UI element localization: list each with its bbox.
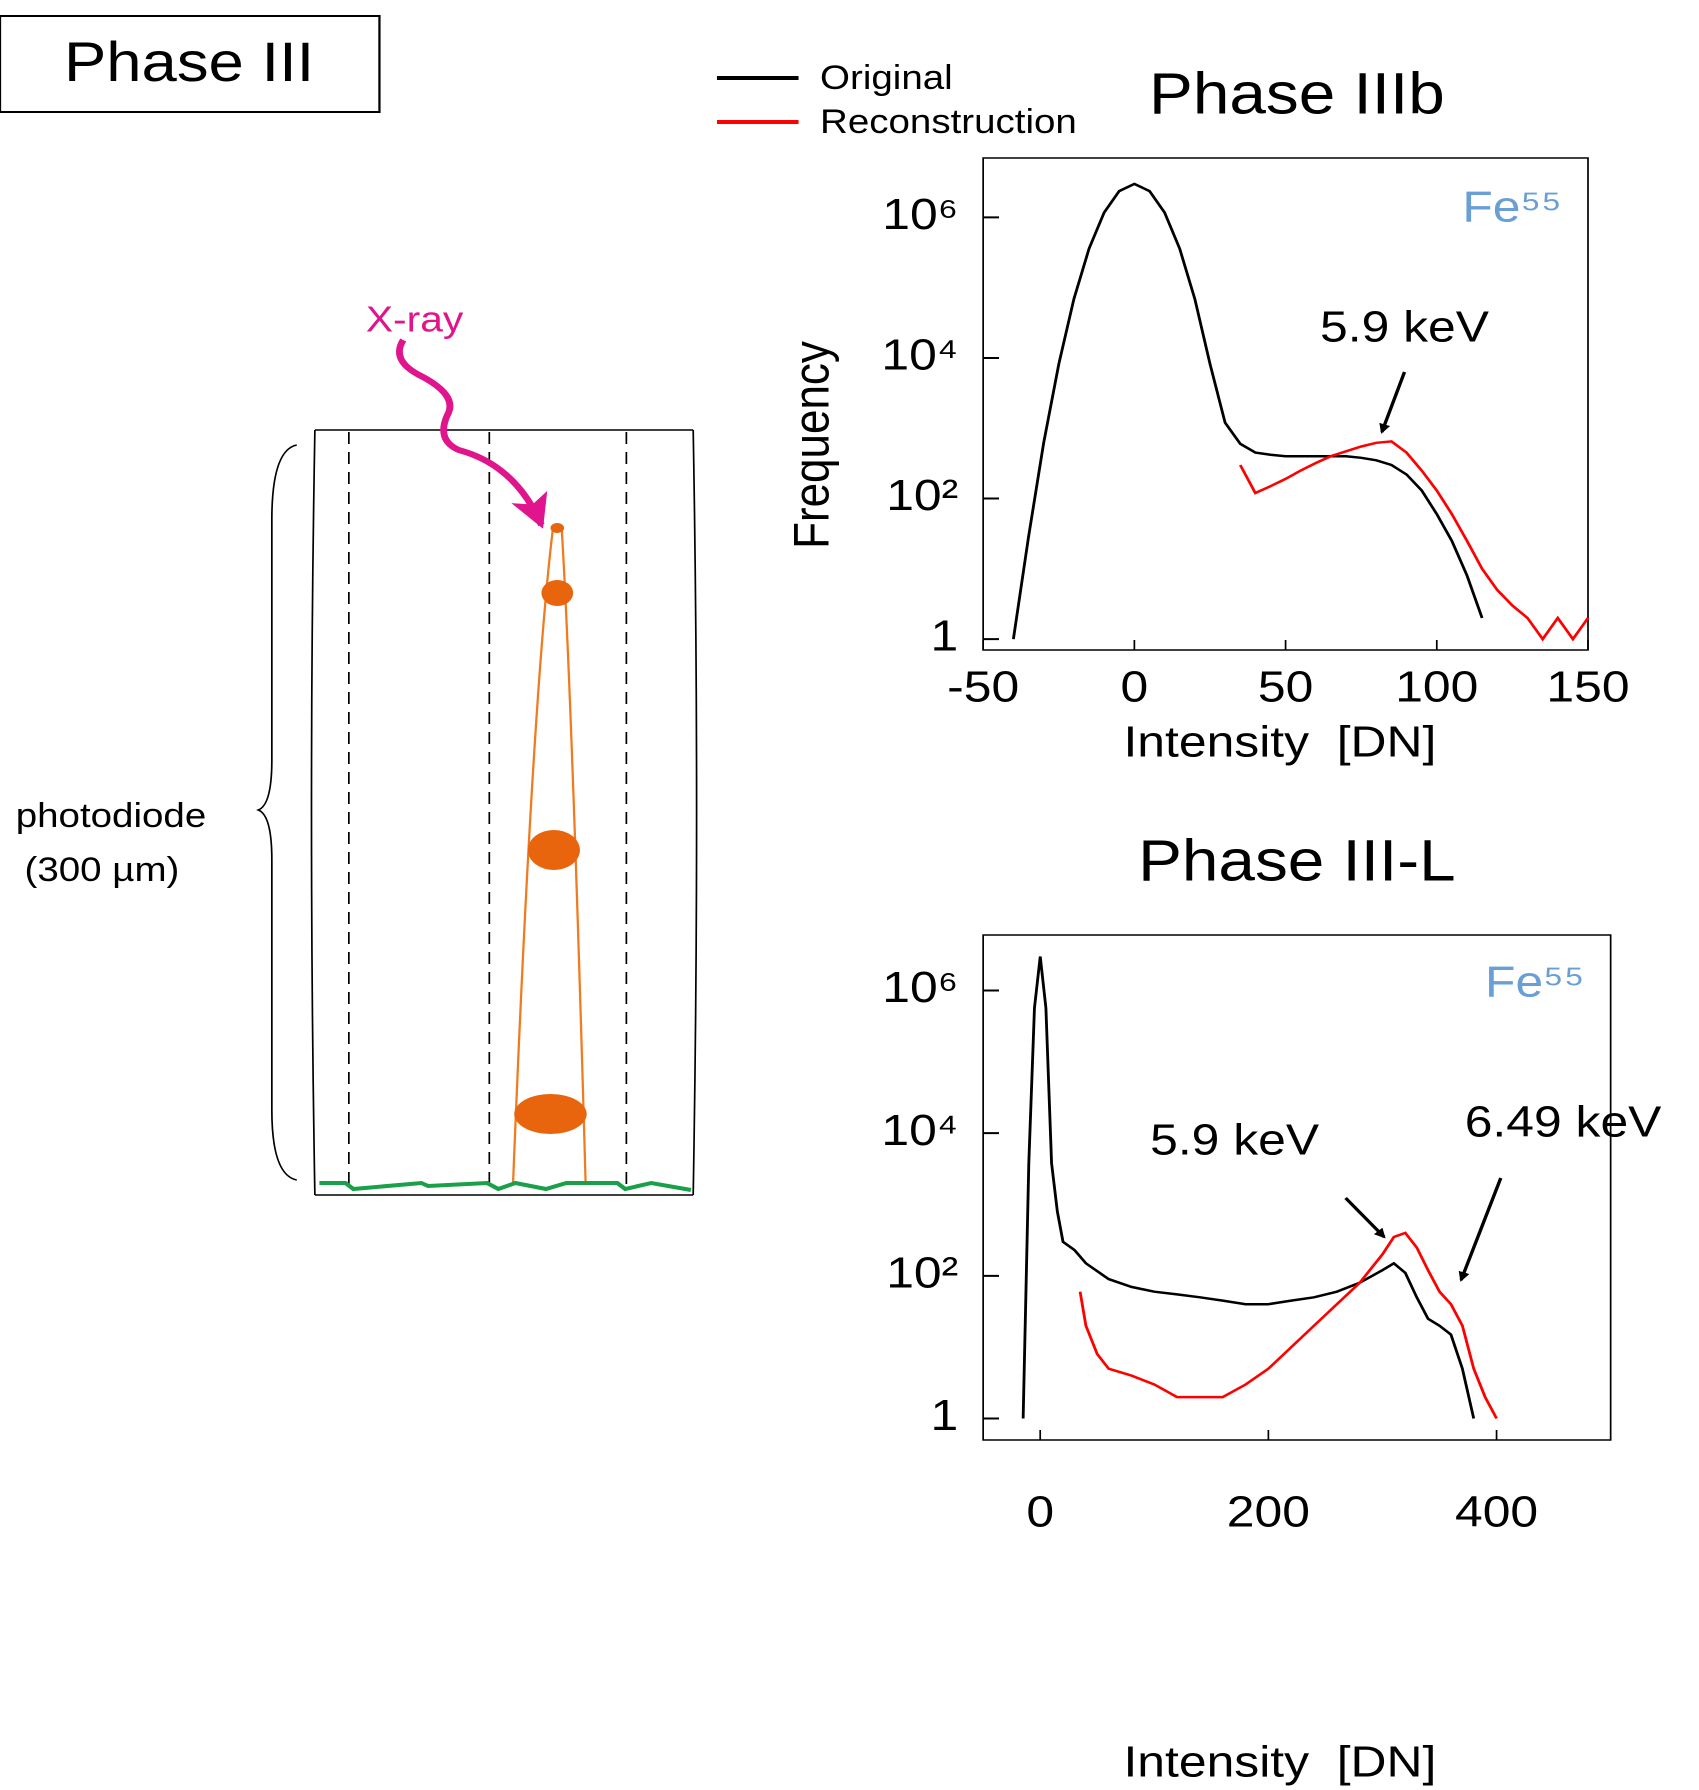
y-tick-label: 1 — [931, 1390, 959, 1440]
brace — [256, 444, 298, 1181]
plot-frame — [982, 934, 1612, 1441]
chart-title: Phase IIIb — [1149, 62, 1445, 127]
title-box — [0, 15, 381, 113]
charge — [550, 523, 565, 533]
charge — [541, 580, 574, 606]
x-tick-label: 100 — [1395, 661, 1478, 711]
x-tick-label: 200 — [1227, 1486, 1310, 1536]
x-tick-label: 0 — [1121, 661, 1149, 711]
electrode — [319, 1180, 692, 1192]
y-tick-label: 1 — [931, 610, 959, 660]
xray-label: X-ray — [366, 300, 464, 340]
series-line — [1078, 1231, 1498, 1420]
series-line — [1011, 182, 1484, 640]
annotation: 5.9 keV — [1150, 1114, 1320, 1164]
plot-frame — [982, 157, 1589, 651]
chart-title: Phase III-L — [1138, 829, 1456, 894]
x-axis-title: Intensity [DN] — [1123, 1736, 1436, 1786]
charge — [527, 830, 580, 870]
charge — [514, 1094, 587, 1134]
annotation: Fe⁵⁵ — [1462, 181, 1561, 231]
legend-label: Reconstruction — [820, 102, 1077, 140]
x-tick-label: 400 — [1455, 1486, 1538, 1536]
y-axis-title: Frequency — [783, 341, 839, 549]
y-tick-label: 10⁴ — [881, 329, 958, 379]
legend-label: Original — [820, 58, 953, 96]
series-line — [1238, 440, 1590, 642]
photodiode-label: (300 µm) — [25, 850, 180, 888]
y-tick-label: 10⁶ — [882, 962, 958, 1012]
y-tick-label: 10² — [886, 1247, 958, 1297]
y-tick-label: 10⁶ — [882, 189, 958, 239]
y-tick-label: 10² — [886, 470, 958, 520]
x-tick-label: 0 — [1026, 1486, 1054, 1536]
annotation: 6.49 keV — [1465, 1096, 1662, 1146]
pixel-boundaries — [348, 432, 628, 1190]
diagram-title: Phase III — [64, 30, 314, 93]
xray-arrow — [396, 338, 548, 529]
annotation: 5.9 keV — [1320, 301, 1490, 351]
x-axis-title: Intensity [DN] — [1123, 716, 1436, 766]
annotation-arrow — [1344, 1197, 1386, 1239]
series-line — [1021, 956, 1476, 1419]
x-tick-label: -50 — [947, 661, 1019, 711]
annotation-arrow — [1379, 371, 1407, 434]
annotation: Fe⁵⁵ — [1485, 956, 1584, 1006]
y-tick-label: 10⁴ — [881, 1105, 958, 1155]
x-tick-label: 50 — [1258, 661, 1313, 711]
photodiode-column — [310, 429, 698, 1196]
annotation-arrow — [1458, 1177, 1503, 1282]
photodiode-label: photodiode — [16, 796, 207, 834]
x-tick-label: 150 — [1546, 661, 1629, 711]
